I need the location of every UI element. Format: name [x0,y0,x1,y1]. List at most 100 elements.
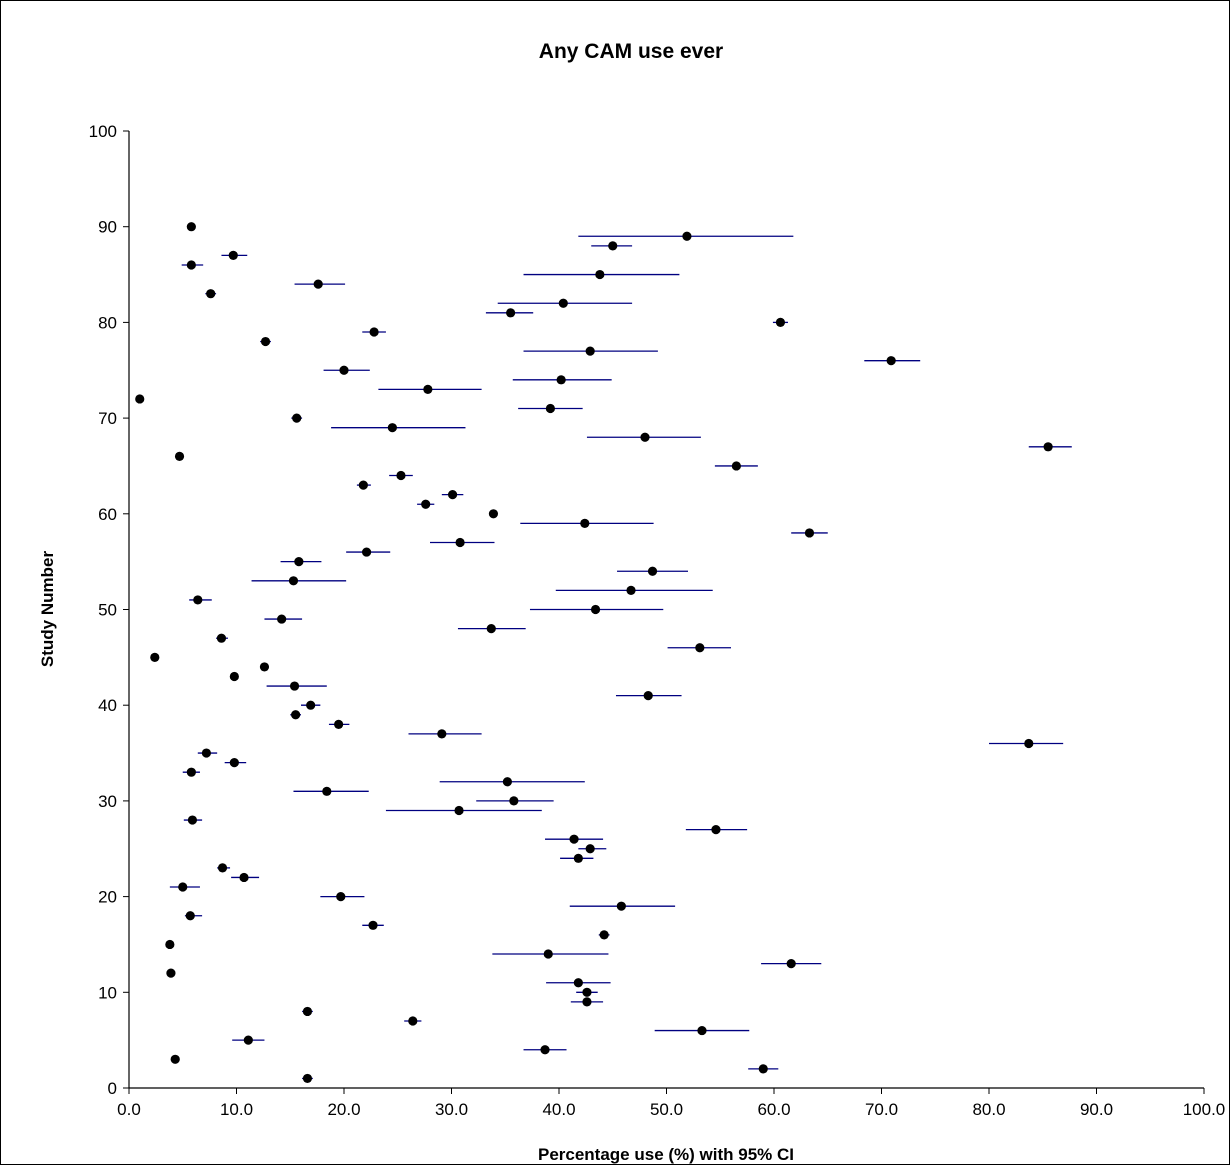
point-study-15 [165,939,175,950]
point-study-77 [585,346,595,356]
point-study-67 [1043,442,1053,452]
point-study-89 [682,231,692,241]
y-tick-label: 40 [98,696,117,715]
point-study-11 [573,978,583,988]
point-study-73 [423,384,433,394]
point-study-32 [502,777,512,787]
point-study-3 [170,1054,180,1064]
point-study-45 [150,652,160,662]
point-study-4 [540,1045,550,1055]
point-study-62 [447,490,458,500]
y-tick-label: 20 [98,888,117,907]
point-study-12 [166,968,176,978]
y-tick-label: 80 [98,313,117,332]
point-study-27 [711,825,721,835]
point-study-41 [643,691,653,701]
chart-title: Any CAM use ever [539,40,723,63]
ci-lines [169,235,1072,1080]
point-study-33 [186,767,196,777]
point-study-58 [804,528,815,538]
point-study-60 [488,509,499,519]
point-study-90 [186,222,196,232]
point-study-78 [260,336,271,347]
point-study-51 [193,595,203,605]
point-study-13 [786,958,796,969]
point-study-34 [229,758,239,768]
point-study-16 [599,930,609,940]
point-study-14 [543,949,553,959]
point-study-72 [135,394,145,404]
point-study-29 [454,805,464,816]
point-study-65 [731,461,741,471]
point-study-84 [313,279,323,289]
y-tick-label: 10 [98,983,117,1002]
point-study-86 [186,260,196,270]
point-study-23 [217,863,228,873]
x-tick-label: 0.0 [117,1100,141,1119]
point-study-31 [322,786,332,796]
point-study-40 [306,700,316,710]
point-study-82 [558,298,568,308]
x-axis-label: Percentage use (%) with 95% CI [538,1145,794,1164]
point-study-38 [334,719,344,729]
point-study-79 [369,327,379,337]
point-study-46 [695,643,705,653]
point-study-74 [556,375,566,385]
point-study-83 [206,289,216,299]
point-study-35 [201,748,211,758]
point-study-63 [358,480,368,490]
data-points [135,222,1053,1084]
point-study-10 [582,987,592,997]
point-study-49 [277,614,287,624]
y-tick-label: 30 [98,792,117,811]
axes: 0.0 10.0 20.0 30.0 40.0 50.0 60.0 70.0 80.0 90.0 1… [89,122,1226,1119]
x-tick-label: 90.0 [1080,1100,1113,1119]
point-study-39 [291,710,301,720]
x-tick-label: 50.0 [650,1100,683,1119]
point-study-69 [387,423,397,433]
point-study-47 [216,633,227,643]
point-study-42 [289,681,300,691]
point-study-64 [396,470,406,481]
point-study-80 [775,317,786,327]
point-study-6 [697,1025,707,1036]
x-tick-label: 40.0 [542,1100,575,1119]
point-study-66 [174,451,185,461]
point-study-71 [545,403,556,414]
point-study-22 [239,872,249,883]
point-study-20 [336,892,346,902]
point-study-55 [294,557,304,567]
y-axis-label: Study Number [38,551,57,668]
point-study-81 [506,308,516,318]
x-tick-label: 20.0 [327,1100,360,1119]
y-tick-label: 90 [98,218,117,237]
point-study-43 [229,671,239,682]
point-study-75 [339,365,349,375]
point-study-8 [302,1006,313,1017]
point-study-61 [421,499,431,509]
point-study-1 [302,1073,313,1084]
point-study-2 [758,1064,768,1074]
x-tick-label: 10.0 [220,1100,253,1119]
point-study-57 [455,537,465,548]
point-study-30 [509,796,519,806]
point-study-88 [608,241,618,251]
x-tick-label: 80.0 [972,1100,1005,1119]
point-study-26 [569,834,579,844]
x-tick-label: 60.0 [757,1100,790,1119]
x-tick-label: 100.0 [1183,1100,1226,1119]
point-study-52 [626,585,636,595]
point-study-87 [228,250,238,261]
point-study-36 [1024,738,1034,749]
point-study-76 [886,356,896,366]
point-study-9 [582,997,592,1007]
point-study-19 [616,901,626,911]
x-tick-label: 30.0 [435,1100,468,1119]
x-tick-label: 70.0 [865,1100,898,1119]
point-study-85 [595,269,605,280]
point-study-17 [368,920,378,930]
y-tick-label: 60 [98,505,117,524]
point-study-5 [243,1035,253,1045]
